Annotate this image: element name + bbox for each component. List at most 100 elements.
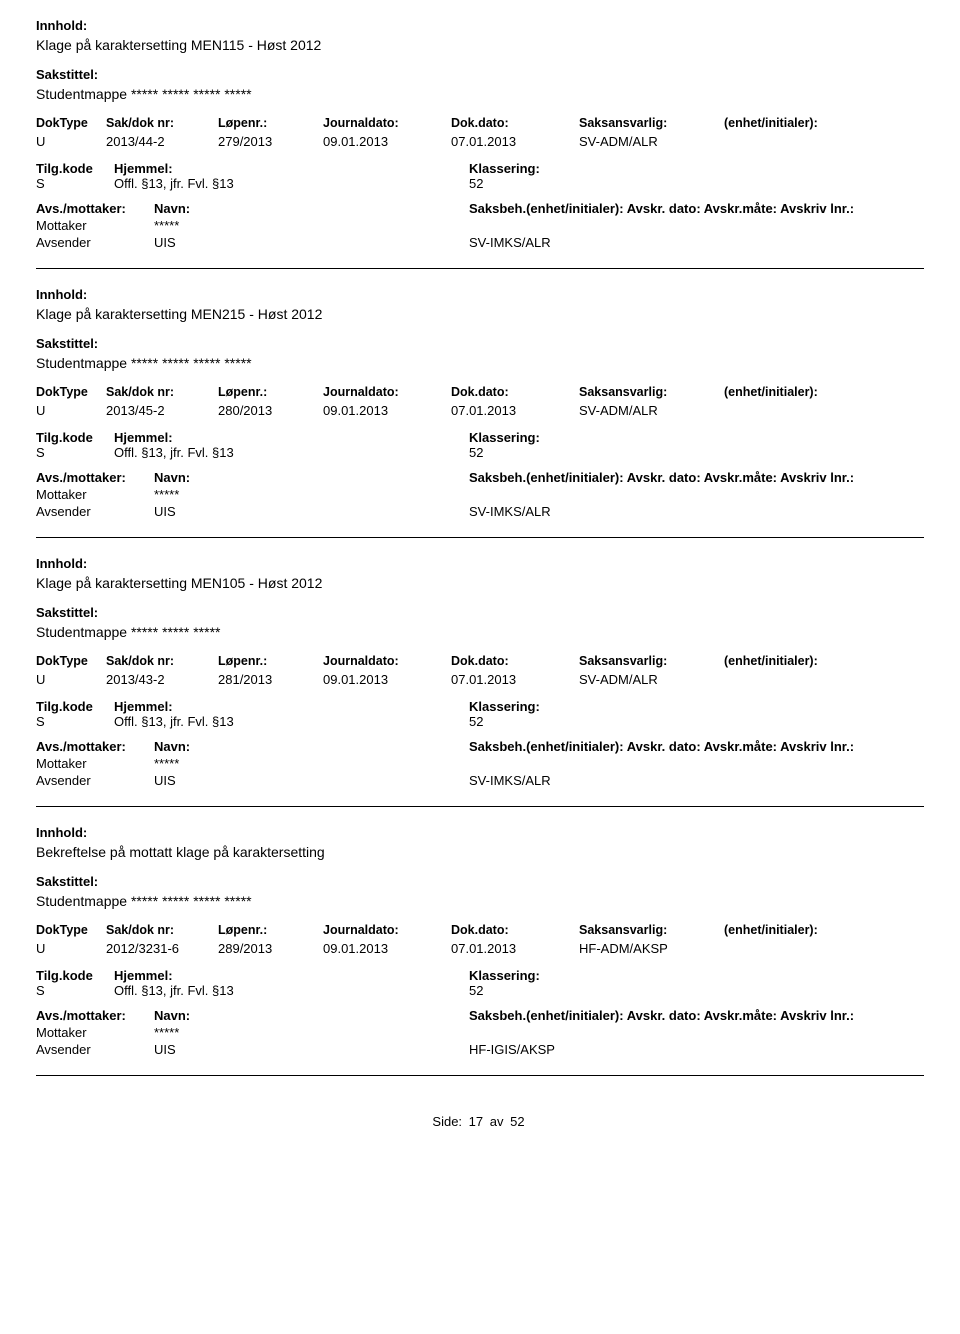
party-name: UIS (154, 1042, 469, 1057)
col-enhet: (enhet/initialer): (724, 654, 924, 668)
val-doktype: U (36, 941, 106, 956)
party-row: Avsender UIS SV-IMKS/ALR (36, 504, 924, 519)
val-tilgkode: S (36, 714, 114, 729)
col-saksansvarlig: Saksansvarlig: (579, 654, 724, 668)
col-journaldato: Journaldato: (323, 923, 451, 937)
sakstittel-value: Studentmappe ***** ***** ***** ***** (36, 355, 924, 371)
val-klassering: 52 (469, 445, 924, 460)
journal-record: Innhold: Klage på karaktersetting MEN215… (36, 287, 924, 538)
col-dokdato: Dok.dato: (451, 116, 579, 130)
journal-record: Innhold: Bekreftelse på mottatt klage på… (36, 825, 924, 1076)
col-saksbeh: Saksbeh.(enhet/initialer): Avskr. dato: … (469, 470, 924, 485)
party-row: Mottaker ***** (36, 1025, 924, 1040)
col-tilgkode: Tilg.kode (36, 430, 114, 445)
val-klassering: 52 (469, 983, 924, 998)
col-hjemmel: Hjemmel: (114, 968, 469, 983)
col-avsmottaker: Avs./mottaker: (36, 470, 154, 485)
party-row: Mottaker ***** (36, 487, 924, 502)
val-doktype: U (36, 403, 106, 418)
col-klassering: Klassering: (469, 968, 924, 983)
party-header-row: Avs./mottaker: Navn: Saksbeh.(enhet/init… (36, 470, 924, 485)
col-sakdoknr: Sak/dok nr: (106, 385, 218, 399)
val-lopenr: 289/2013 (218, 941, 323, 956)
tilg-data-row: S Offl. §13, jfr. Fvl. §13 52 (36, 445, 924, 460)
party-row: Mottaker ***** (36, 756, 924, 771)
col-saksbeh: Saksbeh.(enhet/initialer): Avskr. dato: … (469, 739, 924, 754)
party-saksbeh (469, 1025, 924, 1040)
val-sakdoknr: 2013/43-2 (106, 672, 218, 687)
innhold-label: Innhold: (36, 287, 924, 302)
col-hjemmel: Hjemmel: (114, 699, 469, 714)
party-role: Avsender (36, 773, 154, 788)
party-row: Avsender UIS SV-IMKS/ALR (36, 235, 924, 250)
party-role: Avsender (36, 235, 154, 250)
val-klassering: 52 (469, 176, 924, 191)
val-journaldato: 09.01.2013 (323, 672, 451, 687)
party-saksbeh: SV-IMKS/ALR (469, 504, 924, 519)
meta-header-row: DokType Sak/dok nr: Løpenr.: Journaldato… (36, 116, 924, 130)
tilg-header-row: Tilg.kode Hjemmel: Klassering: (36, 161, 924, 176)
meta-header-row: DokType Sak/dok nr: Løpenr.: Journaldato… (36, 385, 924, 399)
party-saksbeh (469, 218, 924, 233)
col-avsmottaker: Avs./mottaker: (36, 739, 154, 754)
col-enhet: (enhet/initialer): (724, 385, 924, 399)
sakstittel-value: Studentmappe ***** ***** ***** ***** (36, 893, 924, 909)
val-enhet (724, 403, 924, 418)
col-avsmottaker: Avs./mottaker: (36, 201, 154, 216)
innhold-value: Klage på karaktersetting MEN115 - Høst 2… (36, 37, 924, 53)
sakstittel-label: Sakstittel: (36, 605, 924, 620)
col-dokdato: Dok.dato: (451, 923, 579, 937)
tilg-header-row: Tilg.kode Hjemmel: Klassering: (36, 699, 924, 714)
val-sakdoknr: 2013/44-2 (106, 134, 218, 149)
val-hjemmel: Offl. §13, jfr. Fvl. §13 (114, 983, 469, 998)
col-saksansvarlig: Saksansvarlig: (579, 923, 724, 937)
val-saksansvarlig: HF-ADM/AKSP (579, 941, 724, 956)
col-saksansvarlig: Saksansvarlig: (579, 116, 724, 130)
party-row: Avsender UIS SV-IMKS/ALR (36, 773, 924, 788)
sakstittel-value: Studentmappe ***** ***** ***** ***** (36, 86, 924, 102)
av-label: av (490, 1114, 504, 1129)
col-dokdato: Dok.dato: (451, 385, 579, 399)
val-dokdato: 07.01.2013 (451, 672, 579, 687)
val-doktype: U (36, 672, 106, 687)
party-name: UIS (154, 504, 469, 519)
innhold-value: Klage på karaktersetting MEN215 - Høst 2… (36, 306, 924, 322)
journal-record: Innhold: Klage på karaktersetting MEN115… (36, 18, 924, 269)
col-tilgkode: Tilg.kode (36, 699, 114, 714)
col-tilgkode: Tilg.kode (36, 161, 114, 176)
col-enhet: (enhet/initialer): (724, 923, 924, 937)
val-klassering: 52 (469, 714, 924, 729)
col-doktype: DokType (36, 116, 106, 130)
party-role: Mottaker (36, 218, 154, 233)
party-name: ***** (154, 756, 469, 771)
col-klassering: Klassering: (469, 161, 924, 176)
col-tilgkode: Tilg.kode (36, 968, 114, 983)
innhold-value: Klage på karaktersetting MEN105 - Høst 2… (36, 575, 924, 591)
party-role: Avsender (36, 1042, 154, 1057)
val-doktype: U (36, 134, 106, 149)
party-row: Avsender UIS HF-IGIS/AKSP (36, 1042, 924, 1057)
meta-data-row: U 2013/43-2 281/2013 09.01.2013 07.01.20… (36, 672, 924, 687)
party-name: ***** (154, 487, 469, 502)
col-lopenr: Løpenr.: (218, 654, 323, 668)
col-saksbeh: Saksbeh.(enhet/initialer): Avskr. dato: … (469, 1008, 924, 1023)
col-doktype: DokType (36, 923, 106, 937)
party-row: Mottaker ***** (36, 218, 924, 233)
col-navn: Navn: (154, 201, 469, 216)
tilg-data-row: S Offl. §13, jfr. Fvl. §13 52 (36, 983, 924, 998)
val-tilgkode: S (36, 176, 114, 191)
col-sakdoknr: Sak/dok nr: (106, 923, 218, 937)
val-enhet (724, 941, 924, 956)
tilg-header-row: Tilg.kode Hjemmel: Klassering: (36, 968, 924, 983)
party-saksbeh: SV-IMKS/ALR (469, 773, 924, 788)
col-dokdato: Dok.dato: (451, 654, 579, 668)
sakstittel-label: Sakstittel: (36, 67, 924, 82)
val-dokdato: 07.01.2013 (451, 134, 579, 149)
col-journaldato: Journaldato: (323, 116, 451, 130)
party-header-row: Avs./mottaker: Navn: Saksbeh.(enhet/init… (36, 1008, 924, 1023)
col-saksansvarlig: Saksansvarlig: (579, 385, 724, 399)
val-sakdoknr: 2013/45-2 (106, 403, 218, 418)
party-name: UIS (154, 235, 469, 250)
val-hjemmel: Offl. §13, jfr. Fvl. §13 (114, 176, 469, 191)
sakstittel-label: Sakstittel: (36, 874, 924, 889)
